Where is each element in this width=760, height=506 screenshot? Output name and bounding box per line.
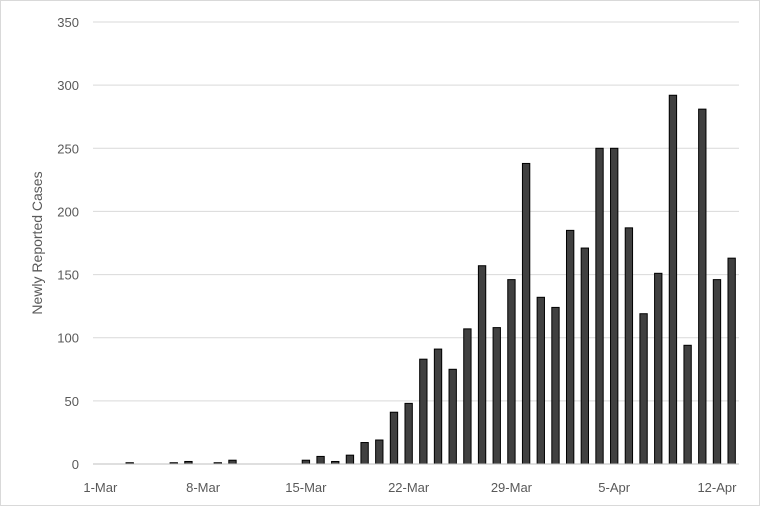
x-tick-label: 1-Mar xyxy=(83,480,118,495)
bar-undefined xyxy=(727,257,736,465)
bar-12-Apr xyxy=(712,279,722,465)
bar-19-Mar xyxy=(360,442,369,465)
bar-10-Apr xyxy=(683,344,692,465)
y-tick-label: 200 xyxy=(57,204,79,219)
x-tick-label: 5-Apr xyxy=(598,480,630,495)
x-tick-label: 22-Mar xyxy=(388,480,430,495)
bar-28-Mar xyxy=(492,327,501,465)
y-tick-label: 50 xyxy=(65,394,79,409)
x-tick-label: 12-Apr xyxy=(697,480,737,495)
bar-23-Mar xyxy=(419,358,428,465)
x-tick-label: 8-Mar xyxy=(186,480,221,495)
bar-30-Mar xyxy=(521,162,531,465)
bar-27-Mar xyxy=(477,265,487,465)
y-tick-label: 100 xyxy=(57,331,79,346)
bar-24-Mar xyxy=(433,348,443,465)
bar-15-Mar xyxy=(301,459,311,465)
bar-7-Apr xyxy=(639,313,648,465)
bar-18-Mar xyxy=(345,454,355,465)
bar-20-Mar xyxy=(375,439,384,465)
bar-10-Mar xyxy=(228,459,237,465)
y-tick-label: 0 xyxy=(72,457,79,472)
bar-5-Apr xyxy=(610,147,619,465)
bar-31-Mar xyxy=(536,296,545,465)
bar-3-Apr xyxy=(580,247,590,465)
bar-25-Mar xyxy=(448,368,457,465)
x-tick-label: 29-Mar xyxy=(491,480,533,495)
gridlines xyxy=(93,21,739,402)
y-tick-label: 250 xyxy=(57,141,79,156)
bar-6-Apr xyxy=(624,227,634,465)
bar-21-Mar xyxy=(389,411,399,465)
y-axis-title: Newly Reported Cases xyxy=(29,171,45,314)
bar-2-Apr xyxy=(565,229,575,465)
bar-9-Apr xyxy=(668,94,678,465)
y-tick-label: 350 xyxy=(57,15,79,30)
y-tick-label: 150 xyxy=(57,268,79,283)
bar-26-Mar xyxy=(463,328,472,465)
x-tick-labels: 1-Mar 8-Mar 15-Mar 22-Mar 29-Mar 5-Apr 12-Apr xyxy=(83,480,737,495)
bar-29-Mar xyxy=(507,279,516,465)
bar-4-Apr xyxy=(595,147,604,465)
x-tick-label: 15-Mar xyxy=(285,480,327,495)
bar-1-Apr xyxy=(551,306,560,465)
bar-22-Mar xyxy=(404,402,413,465)
y-tick-labels: 0 50 100 150 200 250 300 350 xyxy=(57,15,79,472)
bar-8-Apr xyxy=(654,272,663,465)
bar-11-Apr xyxy=(698,108,707,465)
bar-16-Mar xyxy=(316,455,325,465)
y-tick-label: 300 xyxy=(57,78,79,93)
bars xyxy=(125,94,736,465)
